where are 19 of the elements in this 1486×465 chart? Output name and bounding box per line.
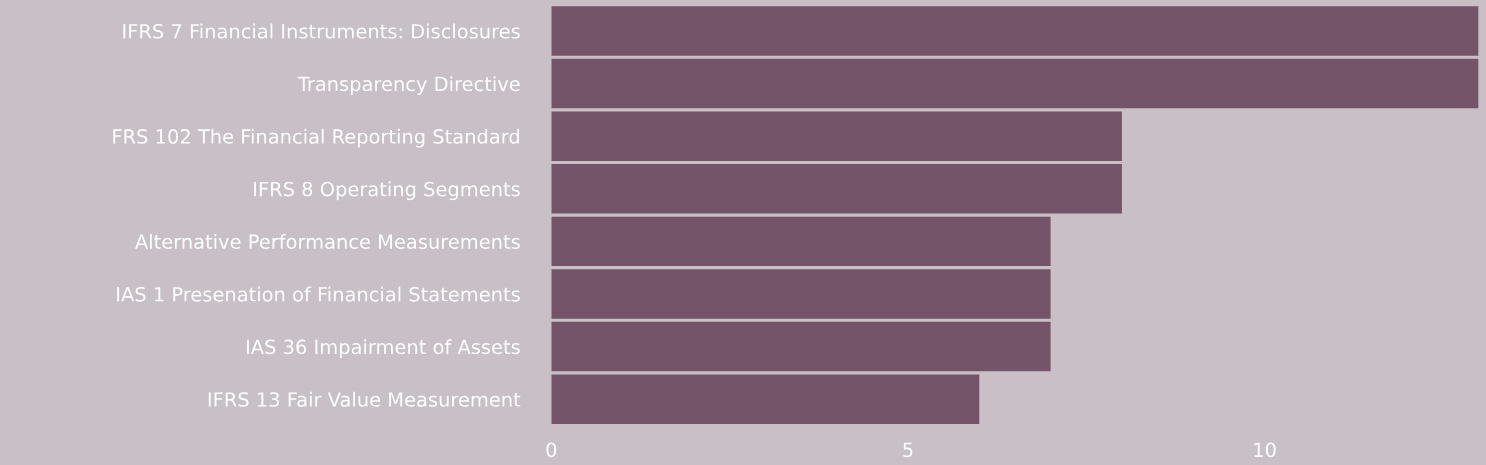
bar — [551, 164, 1122, 214]
y-tick-label: IFRS 7 Financial Instruments: Disclosures — [123, 23, 520, 39]
bar — [551, 58, 1479, 109]
y-tick-label: IAS 36 Impairment of Assets — [246, 339, 520, 358]
y-tick-label: FRS 102 The Financial Reporting Standard — [113, 128, 519, 148]
y-tick-label: IFRS 8 Operating Segments — [254, 181, 520, 201]
bar — [551, 269, 1051, 319]
bar — [551, 374, 980, 424]
y-tick-label: Transparency Directive — [297, 76, 520, 95]
bar — [551, 216, 1051, 267]
bar — [551, 321, 1051, 372]
x-tick-label: 0 — [546, 442, 557, 458]
x-tick-label: 5 — [903, 442, 913, 458]
y-tick-label: IFRS 13 Fair Value Measurement — [208, 391, 521, 407]
bar — [551, 6, 1479, 56]
y-tick-label: Alternative Performance Measurements — [135, 233, 520, 250]
bar — [551, 111, 1122, 161]
y-tick-label: IAS 1 Presenation of Financial Statements — [117, 286, 520, 302]
x-tick-label: 10 — [1254, 442, 1276, 458]
